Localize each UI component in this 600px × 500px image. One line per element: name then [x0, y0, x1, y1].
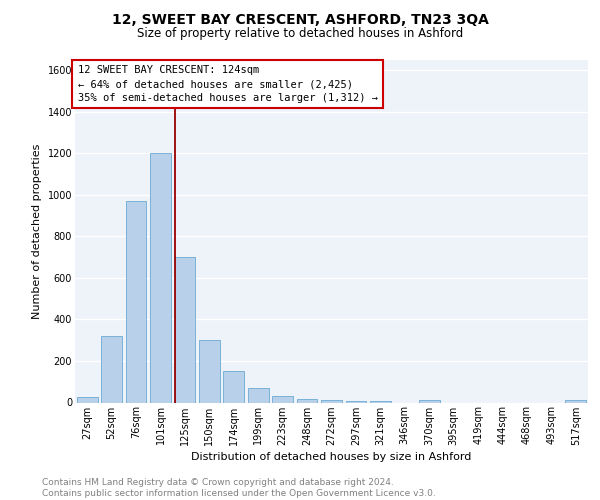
- Bar: [101, 336, 122, 402]
- Bar: [199, 340, 220, 402]
- Bar: [321, 400, 342, 402]
- Bar: [77, 398, 98, 402]
- Bar: [125, 201, 146, 402]
- Text: 12 SWEET BAY CRESCENT: 124sqm
← 64% of detached houses are smaller (2,425)
35% o: 12 SWEET BAY CRESCENT: 124sqm ← 64% of d…: [77, 65, 377, 103]
- Bar: [150, 154, 171, 402]
- Bar: [565, 400, 586, 402]
- Bar: [272, 396, 293, 402]
- Bar: [223, 372, 244, 402]
- Bar: [296, 400, 317, 402]
- X-axis label: Distribution of detached houses by size in Ashford: Distribution of detached houses by size …: [191, 452, 472, 462]
- Text: Contains HM Land Registry data © Crown copyright and database right 2024.
Contai: Contains HM Land Registry data © Crown c…: [42, 478, 436, 498]
- Text: 12, SWEET BAY CRESCENT, ASHFORD, TN23 3QA: 12, SWEET BAY CRESCENT, ASHFORD, TN23 3Q…: [112, 12, 488, 26]
- Bar: [419, 400, 440, 402]
- Bar: [175, 257, 196, 402]
- Y-axis label: Number of detached properties: Number of detached properties: [32, 144, 42, 319]
- Bar: [248, 388, 269, 402]
- Text: Size of property relative to detached houses in Ashford: Size of property relative to detached ho…: [137, 28, 463, 40]
